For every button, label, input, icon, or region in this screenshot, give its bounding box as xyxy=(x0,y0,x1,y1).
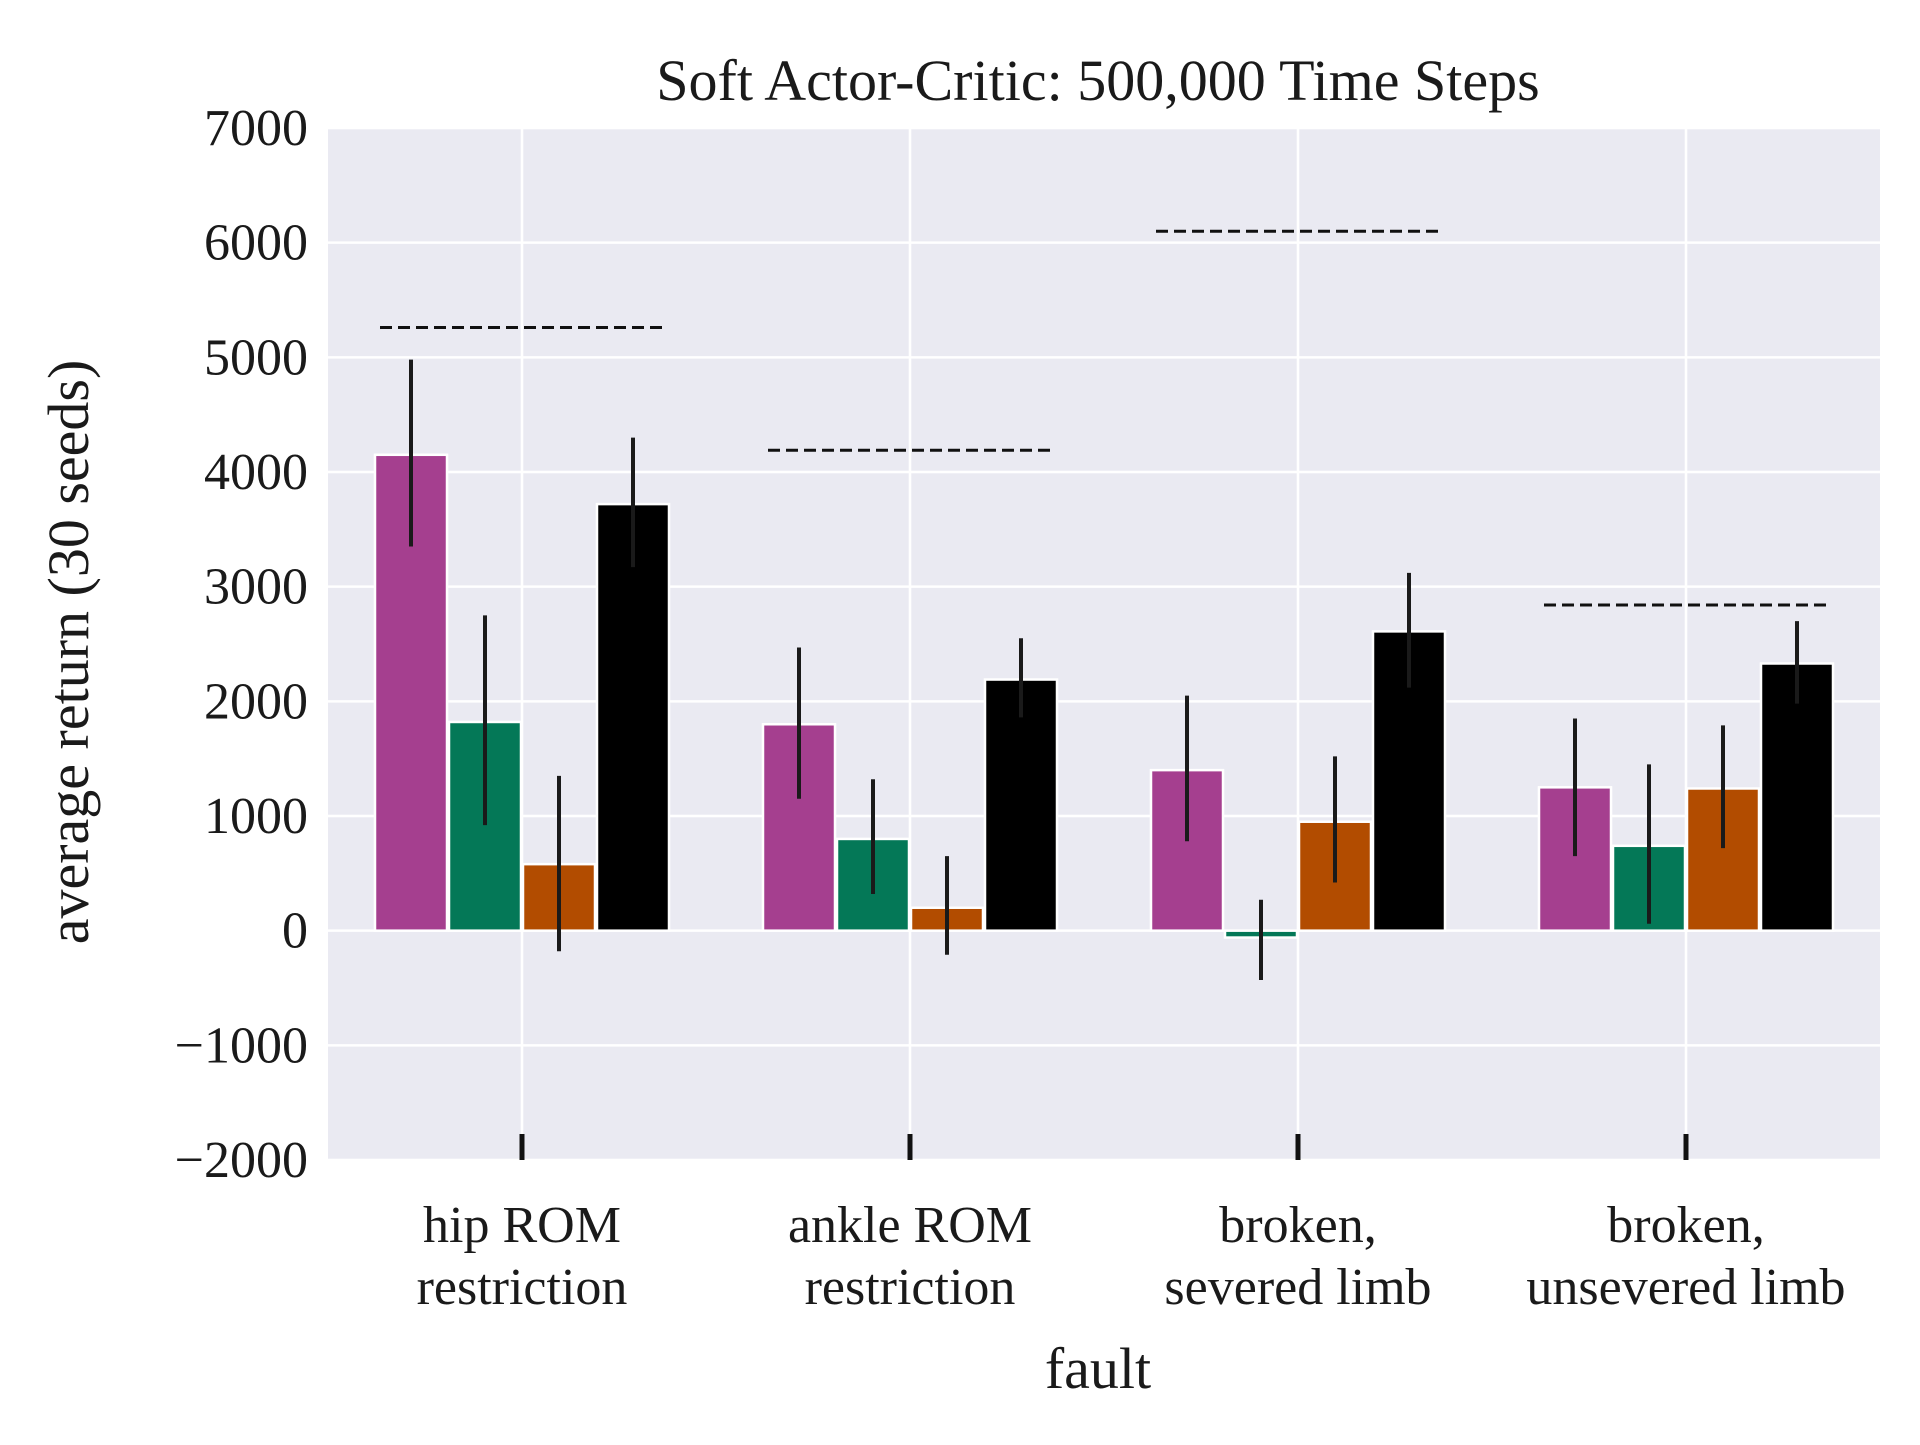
y-axis-label: average return (30 seeds) xyxy=(36,360,101,945)
x-tick-label: hip ROM xyxy=(423,1197,621,1254)
y-tick-label: 0 xyxy=(282,903,308,960)
y-tick-label: 4000 xyxy=(204,444,308,501)
y-tick-label: 6000 xyxy=(204,215,308,272)
y-tick-label: −1000 xyxy=(175,1017,308,1074)
x-tick-label: severed limb xyxy=(1164,1259,1431,1316)
chart-title: Soft Actor-Critic: 500,000 Time Steps xyxy=(656,48,1539,113)
x-tick-label: ankle ROM xyxy=(788,1197,1032,1254)
y-tick-label: 7000 xyxy=(204,100,308,157)
x-tick-label: broken, xyxy=(1219,1197,1376,1254)
x-tick-label: restriction xyxy=(805,1259,1016,1316)
y-tick-label: 1000 xyxy=(204,788,308,845)
y-tick-label: 3000 xyxy=(204,559,308,616)
x-tick-label: unsevered limb xyxy=(1526,1259,1845,1316)
bar xyxy=(983,678,1059,932)
plot-area xyxy=(328,128,1880,1160)
bar xyxy=(1149,768,1225,932)
y-tick-label: −2000 xyxy=(175,1132,308,1189)
y-tick-label: 2000 xyxy=(204,673,308,730)
y-tick-label: 5000 xyxy=(204,329,308,386)
x-tick-label: restriction xyxy=(417,1259,628,1316)
x-tick-label: broken, xyxy=(1607,1197,1764,1254)
x-axis-label: fault xyxy=(1045,1336,1151,1401)
bar xyxy=(595,502,671,932)
